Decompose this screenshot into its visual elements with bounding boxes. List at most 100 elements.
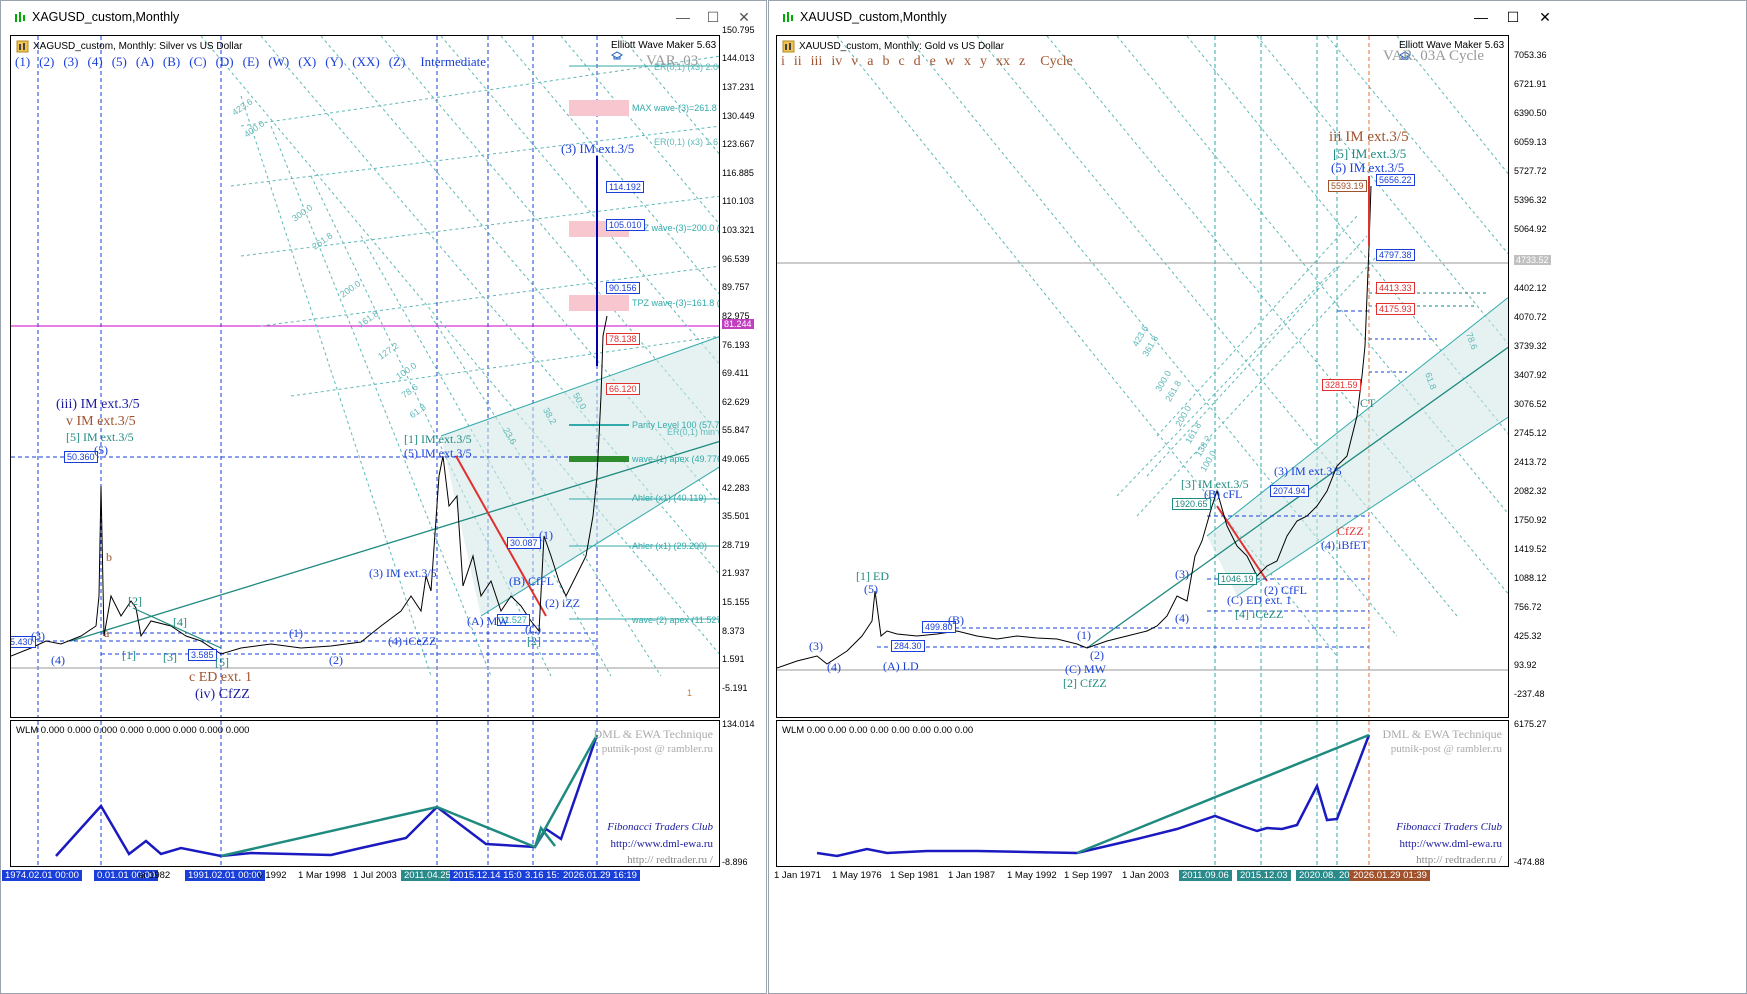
signature: http:// redtrader.ru / xyxy=(1416,854,1502,866)
main-chart[interactable]: XAUUSD_custom, Monthly: Gold vs US Dolla… xyxy=(776,35,1509,718)
wave-buttons: i ii iii iv v a b c d e w x y xx z Cycle xyxy=(781,54,1082,70)
title-bar[interactable]: XAUUSD_custom,Monthly — ☐ ✕ xyxy=(769,1,1746,33)
wave-label: c ED ext. 1 xyxy=(189,670,252,685)
price-box: 50.360 xyxy=(64,451,98,463)
wave-label: (B) xyxy=(948,613,964,627)
wave-button[interactable]: a xyxy=(867,54,874,69)
wave-button[interactable]: (4) xyxy=(87,54,103,69)
wave-label: (4) iCeZZ xyxy=(388,634,437,648)
minimize-icon[interactable]: — xyxy=(1474,9,1488,25)
wave-button[interactable]: z xyxy=(1019,54,1026,69)
price-box: 66.120 xyxy=(606,383,640,395)
target-label: Ahler (x1) (29.200) xyxy=(632,541,708,551)
wave-button[interactable]: (XX) xyxy=(352,54,380,69)
wave-label: (1) xyxy=(1077,628,1091,642)
price-box: 4797.38 xyxy=(1376,249,1415,261)
wlm-label: WLM 0.00 0.00 0.00 0.00 0.00 0.00 0.00 0… xyxy=(782,725,974,736)
wave-button[interactable]: (5) xyxy=(111,54,127,69)
price-box: 114.192 xyxy=(606,181,644,193)
price-box: 4413.33 xyxy=(1376,282,1415,294)
wave-button[interactable]: (E) xyxy=(242,54,260,69)
wave-label: (2) xyxy=(1090,648,1104,662)
title-bar[interactable]: XAGUSD_custom,Monthly — ☐ ✕ xyxy=(1,1,766,33)
close-icon[interactable]: ✕ xyxy=(738,9,750,25)
close-icon[interactable]: ✕ xyxy=(1539,9,1551,25)
price-box: 499.80 xyxy=(922,621,956,633)
silver-chart-window[interactable]: XAGUSD_custom,Monthly — ☐ ✕ xyxy=(0,0,767,994)
wave-button[interactable]: (1) xyxy=(15,54,31,69)
wave-label: [2] CfZZ xyxy=(1063,676,1107,690)
wave-label: (2) iZZ xyxy=(545,596,580,610)
wlm-indicator[interactable]: WLM 0.000 0.000 0.000 0.000 0.000 0.000 … xyxy=(10,720,720,867)
wave-button[interactable]: ii xyxy=(793,54,802,69)
wave-button[interactable]: b xyxy=(882,54,890,69)
price-box: 1046.19 xyxy=(1218,573,1257,585)
main-chart[interactable]: XAGUSD_custom, Monthly: Silver vs US Dol… xyxy=(10,35,720,718)
wave-button[interactable]: (3) xyxy=(63,54,79,69)
wave-button[interactable]: iii xyxy=(810,54,823,69)
wave-label: (5) IM ext.3/5 xyxy=(1331,160,1405,175)
price-box: 3.585 xyxy=(188,649,217,661)
wave-label: (2) xyxy=(329,653,343,667)
chart-drawing xyxy=(11,36,719,717)
wave-button[interactable]: d xyxy=(913,54,921,69)
wave-button[interactable]: x xyxy=(964,54,972,69)
wave-label: [4] iCeZZ xyxy=(1235,607,1284,621)
wave-button[interactable]: xx xyxy=(996,54,1011,69)
signature: putnik-post @ rambler.ru xyxy=(1390,743,1502,755)
wave-label: (A) LD xyxy=(883,659,919,673)
target-label: ER(0,1) (x3) 2.00 xyxy=(654,62,720,72)
maximize-icon[interactable]: ☐ xyxy=(706,9,720,25)
wave-button[interactable]: (X) xyxy=(298,54,317,69)
wave-button[interactable]: iv xyxy=(831,54,843,69)
wave-button[interactable]: (A) xyxy=(135,54,154,69)
wave-label: [1] xyxy=(122,648,136,662)
wave-button[interactable]: y xyxy=(980,54,988,69)
wlm-drawing xyxy=(816,721,1371,866)
degree-button[interactable]: Cycle xyxy=(1040,54,1073,69)
price-box: 5.430 xyxy=(11,636,36,648)
wave-button[interactable]: v xyxy=(851,54,859,69)
wave-button[interactable]: (D) xyxy=(215,54,234,69)
wave-button[interactable]: i xyxy=(781,54,785,69)
ewm-label: Elliott Wave Maker 5.63 xyxy=(1399,40,1508,62)
variant-label: VAR. 03A Cycle xyxy=(1383,48,1484,64)
wave-button[interactable]: (Z) xyxy=(388,54,406,69)
wave-button[interactable]: e xyxy=(929,54,936,69)
wave-label: [1] IM ext.3/5 xyxy=(404,432,472,446)
hat-icon xyxy=(1399,51,1411,60)
target-label: MAX wave-(3)=261.8 ( xyxy=(632,103,720,113)
wave-label: [2] xyxy=(128,594,142,608)
wave-label: (5) xyxy=(864,582,878,596)
wave-label: (5) xyxy=(94,443,108,457)
wave-label: v IM ext.3/5 xyxy=(66,414,136,429)
wave-button[interactable]: c xyxy=(898,54,905,69)
degree-button[interactable]: Intermediate xyxy=(420,54,487,69)
price-box: 3281.59 xyxy=(1322,379,1361,391)
wave-button[interactable]: (B) xyxy=(162,54,181,69)
wlm-indicator[interactable]: WLM 0.00 0.00 0.00 0.00 0.00 0.00 0.00 0… xyxy=(776,720,1509,867)
gold-chart-window[interactable]: XAUUSD_custom,Monthly — ☐ ✕ xyxy=(768,0,1747,994)
wave-button[interactable]: (C) xyxy=(189,54,207,69)
maximize-icon[interactable]: ☐ xyxy=(1506,9,1520,25)
wave-label: (5) IM ext.3/5 xyxy=(404,446,472,460)
window-title: XAUUSD_custom,Monthly xyxy=(800,10,947,24)
wave-label: [5] IM ext.3/5 xyxy=(1333,146,1407,161)
wave-label: [3] xyxy=(163,650,177,664)
target-label: TPZ wave-(3)=161.8 (9 xyxy=(632,298,720,308)
wave-label: (1) xyxy=(539,528,553,542)
minimize-icon[interactable]: — xyxy=(676,9,690,25)
wave-label: b xyxy=(106,550,112,564)
wave-label: (3) xyxy=(1175,567,1189,581)
price-box: 30.087 xyxy=(507,537,541,549)
window-title: XAGUSD_custom,Monthly xyxy=(32,10,180,24)
wave-label: (C) xyxy=(525,622,541,636)
wave-button[interactable]: w xyxy=(944,54,956,69)
wave-label: (4) xyxy=(51,653,65,667)
wave-button[interactable]: (W) xyxy=(268,54,290,69)
chart-icon xyxy=(783,11,793,22)
wave-button[interactable]: (2) xyxy=(39,54,55,69)
wave-button[interactable]: (Y) xyxy=(325,54,344,69)
wave-label: (3) IM ext.3/5 xyxy=(1274,464,1342,478)
wave-label: [5] IM ext.3/5 xyxy=(66,430,134,444)
